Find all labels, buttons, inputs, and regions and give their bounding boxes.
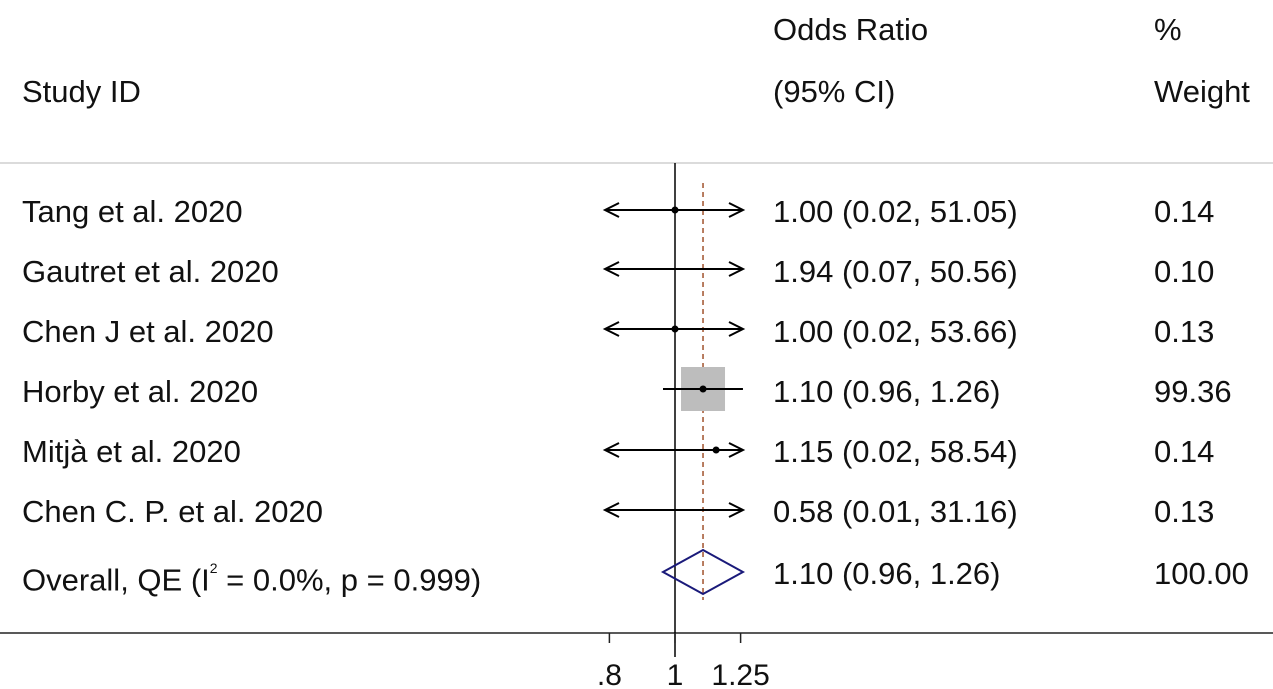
study-weight: 0.14 [1154, 434, 1215, 469]
study-ci-text: 1.00 (0.02, 53.66) [773, 314, 1018, 349]
study-ci-text: 1.00 (0.02, 51.05) [773, 194, 1018, 229]
study-point-estimate [671, 206, 679, 214]
study-point-estimate [712, 446, 720, 454]
study-label: Gautret et al. 2020 [22, 254, 279, 289]
ci-arrow-right [728, 261, 746, 277]
ci-arrow-right [728, 442, 746, 458]
ci-arrow-left [602, 261, 620, 277]
ci-arrow-left [602, 321, 620, 337]
x-tick-label: 1 [667, 659, 684, 689]
study-ci-text: 1.94 (0.07, 50.56) [773, 254, 1018, 289]
study-label: Horby et al. 2020 [22, 374, 259, 409]
study-weight: 99.36 [1154, 374, 1232, 409]
ci-arrow-left [602, 202, 620, 218]
overall-label: Overall, QE (I2 = 0.0%, p = 0.999) [22, 560, 482, 598]
header-percent: % [1154, 12, 1182, 47]
study-point-estimate [699, 385, 707, 393]
study-ci-text: 1.10 (0.96, 1.26) [773, 374, 1001, 409]
ci-arrow-left [602, 442, 620, 458]
study-weight: 0.10 [1154, 254, 1215, 289]
x-tick-label: 1.25 [711, 659, 769, 689]
study-label: Chen J et al. 2020 [22, 314, 274, 349]
study-label: Mitjà et al. 2020 [22, 434, 241, 469]
overall-diamond [660, 548, 746, 596]
header-ci: (95% CI) [773, 74, 896, 109]
x-tick-label: .8 [597, 659, 622, 689]
study-point-estimate [671, 325, 679, 333]
header-odds-ratio: Odds Ratio [773, 12, 929, 47]
ci-arrow-right [728, 502, 746, 518]
study-ci-text: 0.58 (0.01, 31.16) [773, 494, 1018, 529]
ci-arrow-left [602, 502, 620, 518]
study-weight: 0.14 [1154, 194, 1215, 229]
study-label: Chen C. P. et al. 2020 [22, 494, 324, 529]
ci-arrow-right [728, 321, 746, 337]
study-weight: 0.13 [1154, 494, 1215, 529]
study-weight: 0.13 [1154, 314, 1215, 349]
study-label: Tang et al. 2020 [22, 194, 243, 229]
header-study-id: Study ID [22, 74, 141, 109]
overall-ci-text: 1.10 (0.96, 1.26) [773, 556, 1001, 591]
ci-arrow-right [728, 202, 746, 218]
study-ci-text: 1.15 (0.02, 58.54) [773, 434, 1018, 469]
header-weight: Weight [1154, 74, 1250, 109]
overall-weight: 100.00 [1154, 556, 1249, 591]
